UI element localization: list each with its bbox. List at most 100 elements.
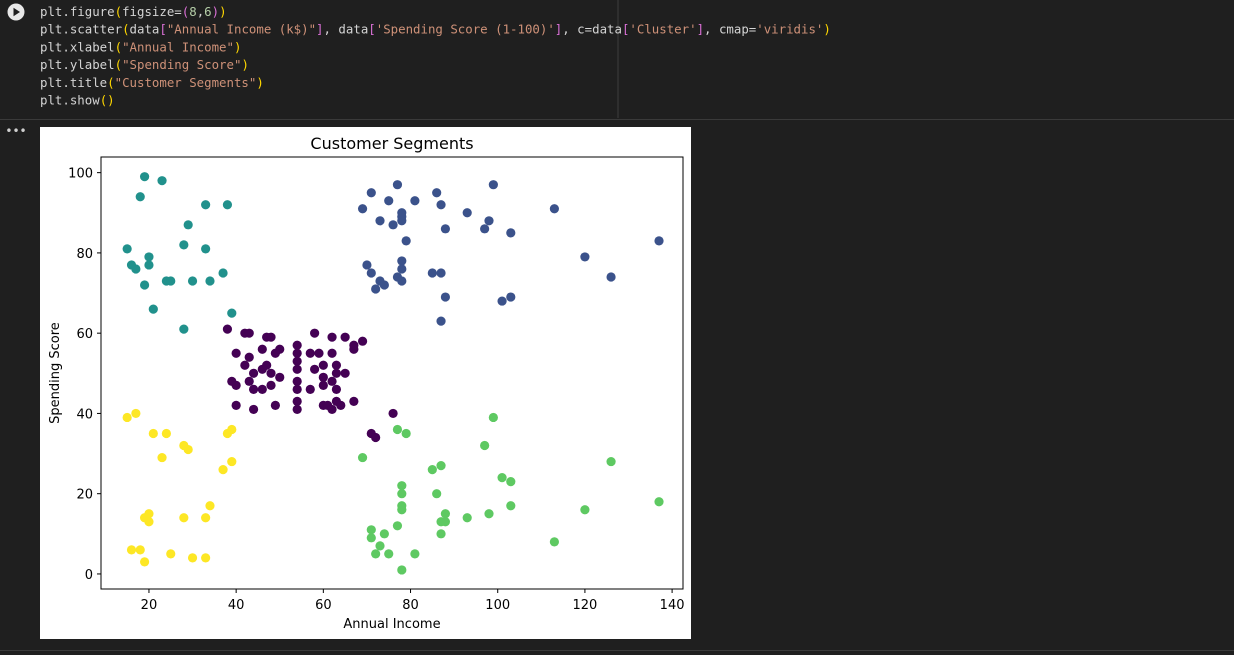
output-menu[interactable]: •••	[5, 124, 26, 138]
code-token: 'Cluster'	[629, 22, 696, 37]
data-point	[488, 412, 498, 423]
data-point	[427, 268, 437, 278]
data-point	[654, 236, 664, 246]
data-point	[484, 509, 494, 519]
data-point	[227, 308, 237, 318]
code-token: ]	[697, 22, 704, 37]
code-token: (	[115, 57, 122, 72]
data-point	[227, 456, 237, 467]
data-point	[371, 284, 381, 294]
data-point	[397, 276, 407, 286]
data-point	[157, 452, 167, 463]
data-point	[231, 400, 241, 411]
data-point	[410, 549, 420, 559]
code-line: plt.scatter(data["Annual Income (k$)"], …	[40, 22, 831, 37]
data-point	[240, 360, 250, 370]
data-point	[371, 432, 381, 443]
data-point	[349, 340, 359, 350]
data-point	[183, 444, 193, 455]
x-tick-label: 20	[141, 598, 158, 613]
code-token: (	[115, 4, 122, 19]
data-point	[340, 332, 350, 342]
code-token: )	[219, 4, 226, 19]
data-point	[357, 336, 368, 346]
x-tick-label: 120	[572, 598, 597, 613]
data-point	[135, 192, 145, 202]
data-point	[327, 376, 337, 386]
run-icon[interactable]	[13, 7, 21, 17]
code-token: (	[115, 39, 122, 54]
code-token: )	[107, 93, 114, 108]
data-point	[139, 557, 150, 567]
code-token: , data	[324, 22, 369, 37]
data-point	[497, 296, 507, 306]
code-token: )	[212, 4, 219, 19]
data-point	[366, 525, 376, 535]
data-point	[440, 292, 451, 302]
code-token: ]	[555, 22, 562, 37]
code-token: plt.title	[40, 75, 107, 90]
data-point	[440, 509, 451, 519]
data-point	[580, 252, 590, 262]
data-point	[131, 408, 141, 419]
data-point	[292, 348, 302, 358]
data-point	[327, 332, 337, 342]
code-token: )	[823, 22, 830, 37]
data-point	[262, 360, 272, 370]
data-point	[292, 404, 302, 415]
data-point	[201, 553, 211, 563]
data-point	[183, 220, 193, 230]
data-point	[397, 505, 407, 515]
data-point	[270, 400, 280, 411]
data-point	[497, 473, 507, 483]
data-point	[484, 216, 494, 226]
code-token: , cmap=	[704, 22, 756, 37]
data-point	[379, 280, 389, 290]
data-point	[244, 328, 254, 338]
data-point	[427, 465, 437, 475]
code-token: (	[182, 4, 189, 19]
code-token: plt.scatter	[40, 22, 122, 37]
data-point	[331, 384, 342, 394]
data-point	[392, 424, 403, 435]
data-point	[318, 360, 328, 370]
data-point	[506, 292, 516, 302]
data-point	[388, 408, 398, 419]
data-point	[231, 348, 241, 358]
data-point	[157, 176, 167, 186]
plot-image	[40, 127, 691, 639]
data-point	[166, 276, 176, 286]
data-point	[432, 188, 442, 198]
axes-frame	[100, 156, 684, 590]
code-token: 'viridis'	[756, 22, 823, 37]
data-point	[179, 240, 189, 250]
data-point	[148, 428, 158, 439]
data-point	[227, 424, 237, 435]
data-point	[266, 332, 276, 342]
data-point	[480, 224, 490, 234]
data-point	[440, 517, 451, 527]
data-point	[397, 264, 407, 274]
data-point	[362, 260, 372, 270]
data-point	[357, 452, 368, 463]
y-tick-label: 40	[76, 407, 93, 422]
data-point	[248, 384, 259, 394]
data-point	[179, 513, 189, 523]
data-point	[292, 396, 302, 406]
data-point	[436, 268, 446, 278]
code-cell: plt.figure(figsize=(8,6))plt.scatter(dat…	[40, 4, 831, 108]
data-point	[549, 204, 559, 214]
code-token: data	[130, 22, 160, 37]
code-token: plt.ylabel	[40, 57, 115, 72]
data-point	[401, 428, 411, 439]
run-button[interactable]	[7, 3, 25, 21]
data-point	[257, 384, 267, 394]
data-point	[654, 497, 664, 507]
data-point	[135, 545, 145, 555]
data-point	[462, 208, 472, 218]
data-point	[375, 541, 385, 551]
data-point	[218, 268, 228, 278]
x-tick-label: 100	[485, 598, 510, 613]
data-point	[488, 180, 498, 190]
